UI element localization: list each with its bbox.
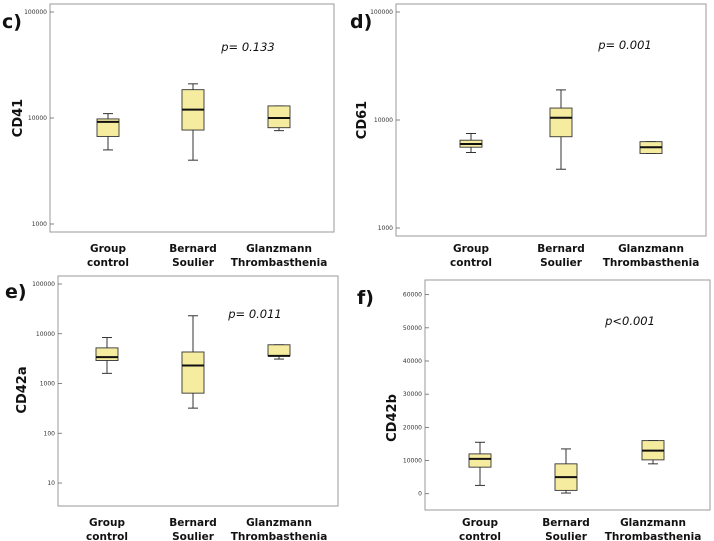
p-value-annotation: p= 0.001	[597, 38, 652, 52]
category-label: Soulier	[540, 257, 583, 269]
chart-panel-4: 0 10000 20000 30000 40000 50000 60000 f) CD42b p<…	[357, 279, 711, 541]
box-plot-2	[554, 448, 578, 494]
category-label: Bernard	[542, 517, 590, 529]
y-tick-label: 1000	[378, 225, 393, 232]
category-label: control	[86, 531, 128, 541]
category-label: Soulier	[172, 531, 215, 541]
category-label: control	[459, 531, 501, 541]
y-axis-label: CD41	[11, 99, 26, 137]
panel-letter: d)	[350, 11, 372, 33]
y-tick-label: 20000	[403, 424, 422, 431]
y-tick-label: 0	[418, 491, 422, 498]
iqr-box	[468, 453, 492, 468]
category-label: control	[87, 257, 129, 269]
p-value-annotation: p= 0.133	[220, 40, 275, 54]
category-label: Glanzmann	[246, 517, 312, 529]
category-label: Group	[90, 243, 126, 255]
p-value-annotation: p= 0.011	[227, 307, 282, 321]
category-label: Group	[453, 243, 489, 255]
category-label: Thrombasthenia	[605, 531, 702, 541]
y-tick-label: 30000	[403, 391, 422, 398]
y-tick-label: 50000	[403, 325, 422, 332]
category-label: Bernard	[169, 243, 217, 255]
y-tick-label: 100000	[370, 9, 393, 16]
category-label: Bernard	[169, 517, 217, 529]
category-label: Soulier	[545, 531, 588, 541]
iqr-box	[95, 347, 119, 361]
category-label: Glanzmann	[618, 243, 684, 255]
category-label: Glanzmann	[246, 243, 312, 255]
iqr-box	[267, 344, 291, 357]
box-plot-2	[181, 315, 205, 409]
box-plot-1	[468, 441, 492, 486]
category-label: Group	[462, 517, 498, 529]
box-plot-1	[95, 337, 119, 374]
box-plot-3	[641, 440, 665, 465]
y-axis-label: CD42b	[385, 394, 400, 442]
panel-letter: f)	[357, 287, 374, 309]
y-tick-label: 10000	[374, 117, 393, 124]
iqr-box	[267, 105, 291, 129]
box-plot-1	[459, 132, 483, 154]
box-plot-3	[267, 105, 291, 132]
y-tick-label: 10000	[36, 331, 55, 338]
category-label: Group	[89, 517, 125, 529]
y-tick-label: 10	[47, 480, 55, 487]
y-tick-label: 1000	[40, 381, 55, 388]
iqr-box	[549, 107, 573, 138]
y-tick-label: 10000	[28, 115, 47, 122]
y-tick-label: 1000	[32, 221, 47, 228]
box-plot-1	[96, 113, 120, 151]
y-tick-label: 40000	[403, 358, 422, 365]
category-label: Bernard	[537, 243, 585, 255]
category-label: control	[450, 257, 492, 269]
box-plot-2	[181, 83, 205, 161]
category-label: Thrombasthenia	[231, 257, 328, 269]
y-tick-label: 100	[44, 430, 56, 437]
panel-letter: c)	[2, 11, 22, 33]
y-tick-label: 10000	[403, 458, 422, 465]
category-label: Thrombasthenia	[603, 257, 700, 269]
category-label: Glanzmann	[620, 517, 686, 529]
category-label: Soulier	[172, 257, 215, 269]
panel-letter: e)	[5, 281, 27, 303]
p-value-annotation: p<0.001	[604, 314, 655, 328]
box-plot-2	[549, 89, 573, 170]
chart-panel-3: 10 100 1000 10000 100000 e) CD42a p= 0.011 Group…	[5, 275, 339, 541]
box-plot-3	[267, 344, 291, 360]
y-axis-label: CD42a	[15, 366, 30, 413]
iqr-box	[96, 118, 120, 137]
category-label: Thrombasthenia	[231, 531, 328, 541]
iqr-box	[181, 351, 205, 394]
box-plot-3	[639, 141, 663, 154]
y-tick-label: 60000	[403, 292, 422, 299]
y-axis-label: CD61	[355, 101, 370, 139]
y-tick-label: 100000	[32, 281, 55, 288]
y-tick-label: 100000	[24, 9, 47, 16]
